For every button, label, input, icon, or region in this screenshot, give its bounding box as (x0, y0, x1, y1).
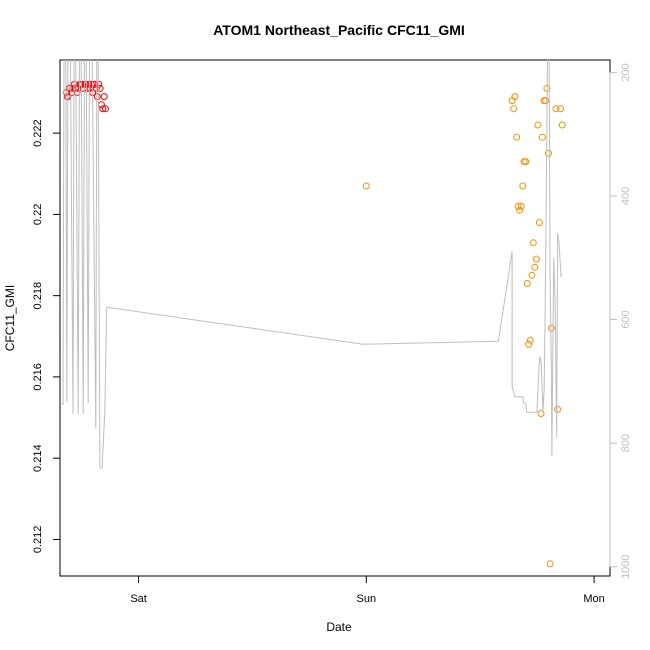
y-tick-label-1: 0.214 (32, 444, 44, 472)
series-line-secondary-line (61, 60, 563, 469)
y-tick-label-0: 0.212 (32, 526, 44, 554)
data-point-leg-2-18 (534, 121, 542, 129)
data-point-leg-2-26 (546, 560, 554, 568)
secondary-y-tick-label-1: 400 (620, 187, 632, 205)
data-point-leg-2-8 (519, 182, 527, 190)
x-tick-label-1: Sun (357, 593, 377, 605)
data-point-leg-1-30 (100, 93, 108, 101)
data-point-leg-2-14 (528, 271, 536, 279)
y-tick-label-4: 0.22 (32, 204, 44, 225)
data-point-leg-2-27 (548, 324, 555, 332)
data-point-leg-2-25 (545, 149, 552, 157)
data-point-leg-2-6 (516, 206, 524, 214)
data-point-leg-2-3 (511, 93, 519, 101)
data-point-leg-2-21 (538, 133, 546, 141)
data-point-leg-2-23 (542, 97, 549, 105)
y-axis: 0.212 0.214 0.216 0.218 0.22 0.222 (32, 119, 61, 554)
series-layer (61, 60, 566, 568)
data-point-leg-1-5 (68, 89, 76, 96)
data-point-leg-2-5 (514, 202, 522, 210)
data-point-leg-2-17 (532, 255, 540, 263)
y-tick-label-3: 0.218 (32, 282, 44, 310)
secondary-y-tick-label-4: 1000 (620, 554, 632, 578)
secondary-y-tick-label-0: 200 (620, 63, 632, 81)
data-point-leg-2-13 (526, 336, 534, 344)
data-point-leg-2-12 (525, 340, 533, 348)
secondary-y-tick-label-3: 800 (620, 434, 632, 452)
x-axis: Sat Sun Mon (130, 575, 605, 605)
plot-frame (59, 59, 611, 577)
data-point-leg-2-29 (554, 405, 562, 413)
data-point-leg-2-10 (522, 158, 530, 166)
chart-title: ATOM1 Northeast_Pacific CFC11_GMI (213, 22, 465, 38)
y-tick-label-2: 0.216 (32, 363, 44, 391)
data-point-leg-2-0 (362, 182, 370, 190)
data-point-leg-1-29 (99, 105, 107, 113)
data-point-leg-2-15 (529, 239, 537, 247)
secondary-y-tick-label-2: 600 (620, 310, 632, 328)
x-tick-label-2: Mon (583, 593, 604, 605)
data-point-leg-2-16 (531, 263, 539, 271)
data-point-leg-2-11 (523, 280, 531, 287)
data-point-leg-2-19 (535, 219, 543, 226)
data-point-leg-2-2 (510, 105, 518, 113)
data-point-leg-2-30 (557, 105, 565, 113)
data-point-leg-1-20 (87, 80, 95, 88)
data-point-leg-1-25 (93, 93, 101, 101)
data-point-leg-2-7 (517, 202, 525, 210)
y-tick-label-5: 0.222 (32, 119, 44, 147)
data-point-leg-2-4 (513, 133, 521, 141)
data-point-leg-1-31 (102, 105, 109, 113)
data-point-leg-2-31 (558, 121, 566, 129)
x-axis-label: Date (326, 620, 352, 634)
y-axis-label: CFC11_GMI (3, 285, 17, 351)
data-point-leg-2-28 (552, 105, 560, 113)
secondary-y-axis: 200 400 600 800 1000 (609, 63, 632, 579)
x-tick-label-0: Sat (130, 593, 147, 605)
data-point-leg-2-20 (537, 410, 545, 417)
